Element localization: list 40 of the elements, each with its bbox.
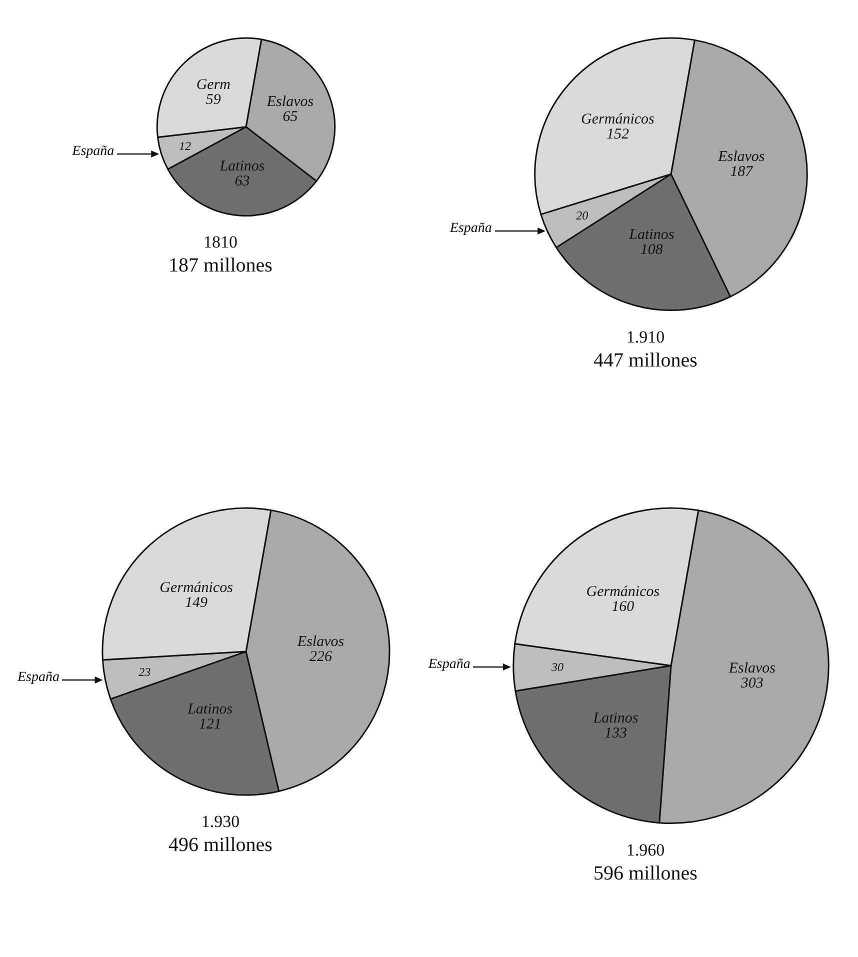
slice-label: Eslavos (296, 634, 344, 650)
data-label: 152 (606, 126, 630, 143)
slice-label: España (72, 144, 114, 160)
slice-label: Eslavos (717, 148, 765, 165)
slice-label: Latinos (628, 227, 674, 244)
text: 496 millones (168, 834, 273, 856)
data-label: 23 (138, 664, 151, 679)
slice-label: España (428, 657, 470, 674)
data-label: 133 (604, 725, 627, 742)
data-label: 63 (234, 174, 250, 190)
text: 187 millones (168, 254, 273, 277)
slice-label: Eslavos (728, 660, 776, 676)
text: 1.930 (201, 812, 240, 832)
data-label: 108 (640, 242, 664, 258)
data-label: 65 (282, 109, 298, 126)
slice-label: España (450, 221, 492, 238)
slice-label: Germ (196, 76, 231, 93)
data-label: 303 (740, 675, 764, 692)
slice-label: Latinos (218, 158, 265, 175)
data-label: 160 (612, 598, 635, 615)
data-label: 20 (576, 208, 588, 222)
slice-label: Germánicos (586, 584, 660, 600)
text: 596 millones (594, 862, 698, 884)
slice-label: Latinos (186, 702, 233, 718)
text: 447 millones (594, 349, 698, 372)
text: 1.910 (626, 327, 665, 346)
data-label: 121 (198, 716, 222, 733)
slice-label: Eslavos (266, 94, 314, 110)
slice-label: Latinos (592, 710, 638, 726)
data-label: 187 (730, 164, 754, 180)
slice-label: Germánicos (160, 580, 234, 596)
data-label: 30 (550, 660, 564, 674)
data-label: 12 (179, 139, 192, 154)
text: 1.960 (626, 840, 665, 860)
slice-label: España (17, 670, 60, 686)
slice-label: Germánicos (581, 112, 655, 128)
data-label: 149 (185, 595, 208, 612)
text: 1810 (204, 232, 238, 252)
data-label: 226 (309, 648, 332, 665)
data-label: 59 (206, 92, 222, 108)
